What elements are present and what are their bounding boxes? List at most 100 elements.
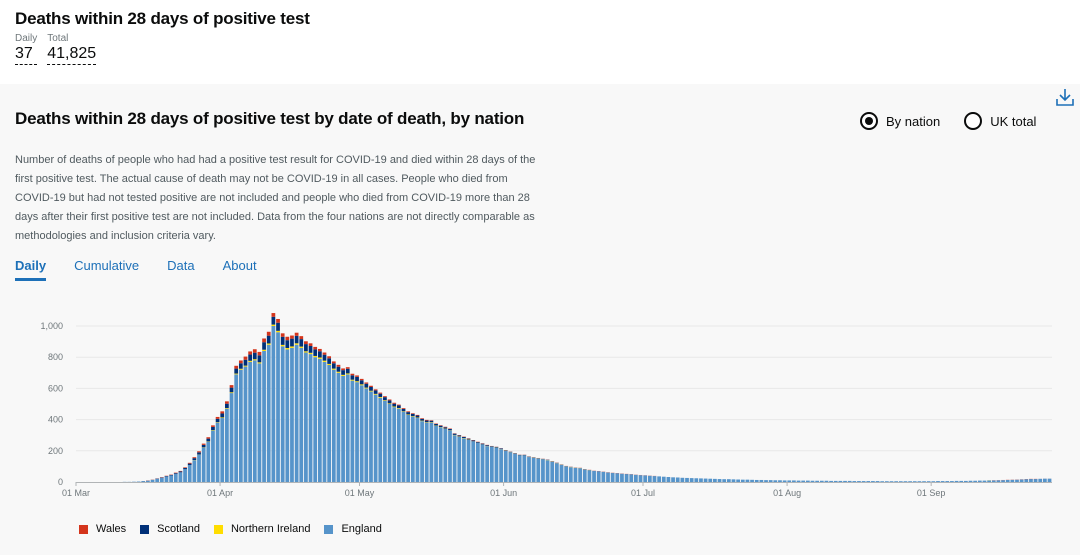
bar-wales [234, 365, 239, 369]
bar-scotland [243, 359, 248, 366]
x-tick-label: 01 May [345, 488, 375, 498]
bar-england [503, 450, 508, 482]
bar-england [522, 455, 527, 482]
bar-northern-ireland [266, 343, 271, 345]
bar-scotland [290, 338, 294, 347]
bar-england [489, 446, 494, 482]
legend-swatch-england [324, 524, 334, 534]
bar-england [917, 481, 922, 482]
bar-england [550, 461, 555, 482]
bar-england [1033, 479, 1038, 482]
bar-northern-ireland [252, 359, 257, 361]
bar-england [429, 422, 434, 482]
bar-northern-ireland [262, 349, 266, 351]
bar-england [713, 478, 717, 482]
download-icon[interactable] [1054, 86, 1076, 108]
bar-wales [322, 352, 327, 355]
radio-by-nation-circle[interactable] [860, 112, 878, 130]
bar-england [1029, 479, 1033, 482]
bar-scotland [211, 426, 215, 431]
bar-scotland [322, 354, 327, 361]
radio-by-nation[interactable]: By nation [860, 112, 940, 130]
bar-wales [317, 348, 322, 352]
bar-england [1038, 479, 1043, 482]
bar-england [568, 467, 573, 482]
bar-england [657, 476, 661, 482]
bar-england [778, 480, 782, 482]
bar-scotland [415, 415, 420, 418]
bar-northern-ireland [341, 374, 345, 376]
bar-northern-ireland [243, 365, 248, 367]
y-tick-label: 0 [58, 477, 63, 487]
bar-england [164, 476, 169, 482]
bar-england [912, 481, 917, 482]
bar-wales [276, 318, 280, 323]
bar-northern-ireland [331, 368, 336, 370]
bar-wales [299, 336, 304, 340]
bar-england [285, 349, 290, 482]
bar-scotland [350, 375, 355, 380]
bar-wales [215, 416, 220, 419]
bar-england [685, 477, 689, 482]
y-tick-label: 200 [48, 446, 63, 456]
bar-england [290, 347, 294, 482]
bar-england [824, 480, 829, 482]
total-value[interactable]: 41,825 [47, 45, 97, 65]
bar-wales [225, 401, 229, 404]
headline-daily[interactable]: Daily 37 [15, 33, 38, 65]
radio-uk-total[interactable]: UK total [964, 112, 1036, 130]
bar-scotland [434, 423, 438, 426]
bar-scotland [173, 473, 178, 474]
bar-england [229, 393, 234, 482]
bar-scotland [364, 383, 369, 388]
bar-wales [211, 425, 215, 427]
daily-value[interactable]: 37 [15, 45, 38, 65]
bar-england [327, 365, 332, 482]
bar-england [350, 380, 355, 482]
bar-wales [420, 418, 424, 419]
bar-scotland [294, 335, 299, 344]
bar-england [792, 480, 796, 482]
y-tick-label: 400 [48, 415, 63, 425]
bar-england [341, 375, 345, 482]
bar-england [731, 479, 736, 482]
bar-northern-ireland [276, 330, 280, 333]
bar-england [801, 480, 806, 482]
tab-daily[interactable]: Daily [15, 258, 47, 281]
bar-scotland [485, 445, 490, 446]
bar-england [889, 481, 894, 482]
headline-total[interactable]: Total 41,825 [47, 33, 97, 65]
tab-about[interactable]: About [222, 258, 257, 273]
tab-data[interactable]: Data [167, 258, 195, 273]
bar-scotland [448, 428, 452, 431]
legend-swatch-wales [79, 524, 88, 534]
bar-northern-ireland [290, 346, 294, 348]
tab-cumulative[interactable]: Cumulative [74, 258, 140, 273]
y-tick-label: 800 [48, 352, 63, 362]
legend-item-scotland[interactable]: Scotland [140, 523, 200, 535]
bar-northern-ireland [378, 396, 383, 398]
bar-england [541, 459, 545, 482]
bar-scotland [499, 448, 503, 450]
bar-england [313, 357, 318, 482]
bar-england [401, 411, 406, 482]
bar-northern-ireland [271, 324, 276, 326]
bar-england [1047, 478, 1052, 482]
bar-wales [331, 361, 336, 364]
bar-scotland [331, 363, 336, 369]
bar-england [847, 480, 852, 482]
legend-item-wales[interactable]: Wales [79, 523, 126, 535]
bar-england [406, 414, 411, 482]
bar-wales [350, 373, 355, 376]
y-tick-label: 600 [48, 383, 63, 393]
bar-england [564, 466, 569, 482]
bar-england [745, 479, 750, 482]
bar-wales [415, 414, 420, 416]
radio-uk-total-circle[interactable] [964, 112, 983, 130]
bar-england [987, 480, 991, 482]
bar-wales [262, 338, 266, 343]
bar-northern-ireland [299, 346, 304, 348]
legend-item-england[interactable]: England [324, 523, 382, 535]
legend-item-northern-ireland[interactable]: Northern Ireland [213, 523, 310, 535]
bar-england [768, 480, 773, 482]
